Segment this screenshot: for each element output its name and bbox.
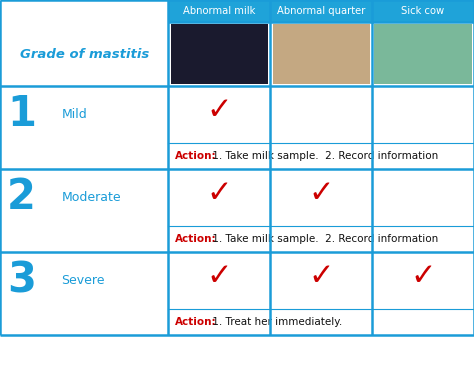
Text: ✓: ✓: [207, 96, 232, 125]
Bar: [273, 24, 370, 84]
Text: Action:: Action:: [175, 234, 217, 244]
Text: Abnormal milk: Abnormal milk: [183, 6, 255, 16]
Text: Sick cow: Sick cow: [401, 6, 445, 16]
Bar: [374, 24, 472, 84]
Text: 1. Treat her immediately.: 1. Treat her immediately.: [209, 317, 342, 327]
Text: ✓: ✓: [309, 179, 334, 208]
Bar: [372, 0, 474, 22]
Text: Action:: Action:: [175, 151, 217, 161]
Bar: [171, 24, 268, 84]
Text: Severe: Severe: [62, 274, 105, 287]
Text: 1: 1: [7, 93, 36, 135]
Text: 1. Take milk sample.  2. Record information: 1. Take milk sample. 2. Record informati…: [209, 151, 438, 161]
Bar: [168, 0, 270, 22]
Text: 3: 3: [7, 259, 36, 301]
Text: ✓: ✓: [207, 179, 232, 208]
Text: Moderate: Moderate: [62, 191, 121, 204]
Text: Abnormal quarter: Abnormal quarter: [277, 6, 365, 16]
Text: ✓: ✓: [309, 262, 334, 291]
Text: 1. Take milk sample.  2. Record information: 1. Take milk sample. 2. Record informati…: [209, 234, 438, 244]
Text: Mild: Mild: [62, 108, 87, 121]
Text: ✓: ✓: [410, 262, 436, 291]
Text: Action:: Action:: [175, 317, 217, 327]
Text: 2: 2: [7, 176, 36, 218]
Text: Grade of mastitis: Grade of mastitis: [19, 48, 149, 61]
Bar: [270, 0, 372, 22]
Text: ✓: ✓: [207, 262, 232, 291]
